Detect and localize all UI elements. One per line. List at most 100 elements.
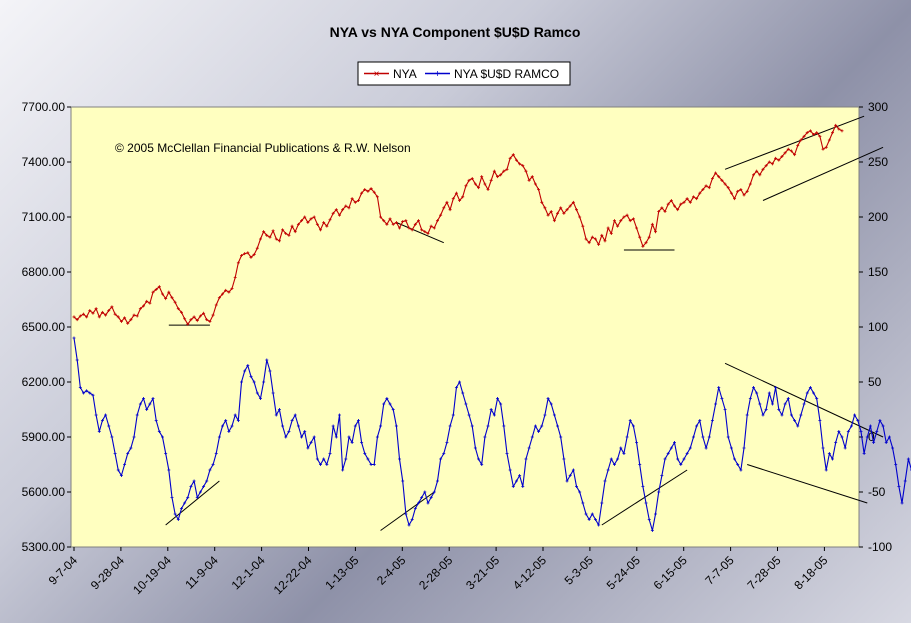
ramco-point [682, 457, 686, 461]
ramco-point [448, 424, 452, 428]
ramco-point [752, 386, 756, 389]
nya-point [824, 145, 828, 149]
ramco-point [262, 380, 266, 384]
nya-point [217, 296, 221, 300]
nya-point [638, 235, 642, 239]
nya-point [255, 246, 259, 250]
ramco-point [413, 507, 417, 510]
ramco-point [110, 435, 114, 439]
nya-point [290, 224, 294, 228]
ramco-point [341, 468, 345, 472]
nya-point [840, 129, 844, 133]
nya-point [205, 318, 209, 322]
nya-point [606, 226, 610, 230]
ramco-point [575, 485, 579, 488]
nya-point [88, 309, 92, 312]
nya-point [319, 228, 323, 232]
ramco-point [312, 435, 316, 439]
nya-point [407, 226, 411, 230]
nya-point [742, 193, 746, 197]
y-right-tick-label: 50 [868, 375, 882, 389]
ramco-point [319, 463, 323, 466]
nya-point [571, 200, 575, 204]
ramco-point [597, 523, 601, 527]
ramco-point [764, 408, 768, 411]
nya-point [426, 232, 430, 235]
ramco-point [499, 402, 503, 406]
nya-point [492, 169, 496, 173]
nya-point [549, 210, 553, 213]
nya-point [258, 237, 262, 241]
nya-point [97, 315, 101, 319]
ramco-point [274, 413, 278, 417]
ramco-point [309, 441, 313, 444]
nya-point [483, 182, 487, 186]
nya-point [764, 164, 768, 168]
ramco-point [717, 386, 721, 389]
nya-point [445, 200, 449, 204]
x-tick-label: 2-4-05 [374, 553, 409, 588]
ramco-point [793, 419, 797, 422]
nya-point [663, 210, 667, 213]
ramco-point [815, 397, 819, 400]
nya-point [202, 311, 206, 315]
nya-point [451, 197, 455, 201]
nya-point [135, 314, 139, 318]
ramco-point [733, 457, 737, 461]
x-tick-label: 4-12-05 [510, 553, 549, 592]
ramco-point [496, 397, 500, 400]
nya-point [398, 226, 402, 230]
legend-nya-label: NYA [393, 67, 417, 81]
nya-point [679, 202, 683, 206]
ramco-point [654, 512, 658, 516]
ramco-point [606, 468, 610, 472]
nya-point [707, 186, 711, 190]
ramco-point [135, 413, 139, 417]
ramco-point [189, 485, 193, 488]
ramco-point [818, 419, 822, 422]
ramco-point [884, 441, 888, 444]
ramco-point [157, 430, 161, 433]
ramco-point [255, 391, 259, 395]
ramco-point [176, 518, 180, 521]
ramco-point [303, 430, 307, 433]
nya-point [75, 318, 79, 322]
nya-point [581, 224, 585, 228]
nya-point [593, 237, 597, 241]
nya-point [249, 255, 253, 259]
ramco-point [865, 435, 869, 439]
ramco-point [881, 424, 885, 428]
ramco-point [619, 446, 623, 450]
copyright-annotation: © 2005 McClellan Financial Publications … [115, 141, 411, 155]
trendline [396, 222, 444, 244]
ramco-point [464, 402, 468, 406]
nya-point [246, 251, 250, 255]
nya-point [562, 211, 566, 215]
ramco-point [183, 501, 187, 505]
ramco-point [398, 457, 402, 461]
y-right-tick-label: 200 [868, 210, 888, 224]
legend-ramco-marker: + [435, 69, 441, 80]
ramco-point [663, 457, 667, 461]
ramco-point [736, 463, 740, 466]
nya-point [748, 182, 752, 186]
ramco-point [375, 435, 379, 439]
ramco-point [691, 435, 695, 439]
nya-point [391, 222, 395, 226]
ramco-point [666, 452, 670, 455]
nya-point [578, 215, 582, 219]
x-tick-label: 8-18-05 [791, 553, 830, 592]
ramco-point [514, 479, 518, 483]
ramco-point [647, 518, 651, 521]
ramco-point [293, 413, 297, 417]
ramco-point [202, 485, 206, 488]
ramco-point [508, 468, 512, 472]
x-tick-label: 1-13-05 [322, 553, 361, 592]
ramco-point [347, 435, 351, 439]
ramco-point [600, 501, 604, 505]
y-right-tick-label: 250 [868, 155, 888, 169]
nya-point [530, 175, 534, 179]
ramco-point [676, 457, 680, 461]
nya-point [600, 233, 604, 237]
nya-point [470, 177, 474, 180]
